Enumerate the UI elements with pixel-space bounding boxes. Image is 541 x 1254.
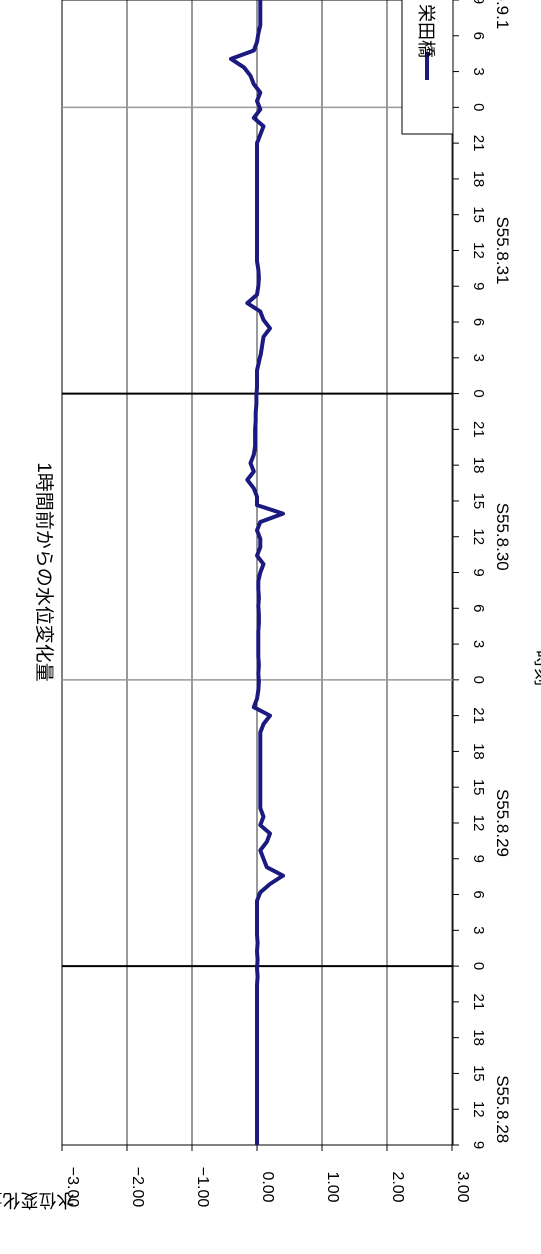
x-tick-label: 12 bbox=[470, 1101, 487, 1118]
y-tick-label: 0.00 bbox=[259, 1171, 276, 1202]
x-tick-label: 9 bbox=[470, 282, 487, 290]
x-tick-label: 9 bbox=[470, 0, 487, 4]
y-tick-label: 3.00 bbox=[454, 1171, 471, 1202]
x-tick-label: 6 bbox=[470, 32, 487, 40]
x-tick-label: 3 bbox=[470, 354, 487, 362]
time-axis-ticks: 9 12 15 18 21 0 3 6 9 12 15 18 21 0 3 6 9 12 15 18 21 0 3 6 9 12 1… bbox=[453, 0, 487, 1149]
x-tick-label: 3 bbox=[470, 67, 487, 75]
x-tick-label: 12 bbox=[470, 815, 487, 832]
x-tick-label: 9 bbox=[470, 568, 487, 576]
x-tick-label: 3 bbox=[470, 926, 487, 934]
y-tick-label: −3.00 bbox=[64, 1167, 81, 1208]
y-tick-label: −2.00 bbox=[129, 1167, 146, 1208]
x-tick-label: 0 bbox=[470, 962, 487, 970]
date-label: S55.8.29 bbox=[493, 789, 512, 857]
x-tick-label: 21 bbox=[470, 994, 487, 1011]
date-label: S55.8.30 bbox=[493, 503, 512, 571]
x-tick-label: 9 bbox=[470, 855, 487, 863]
series-line bbox=[229, 0, 285, 1145]
y-axis-title: 水位変化量(m) bbox=[0, 1190, 74, 1210]
x-tick-label: 18 bbox=[470, 457, 487, 474]
x-tick-label: 6 bbox=[470, 604, 487, 612]
x-tick-label: 12 bbox=[470, 242, 487, 259]
date-labels: S55.8.28 S55.8.29 S55.8.30 S55.8.31 S55.9.1 bbox=[493, 0, 512, 1143]
chart-title: 1時間前からの水位変化量 bbox=[33, 462, 55, 682]
x-tick-label: 3 bbox=[470, 640, 487, 648]
value-axis-ticks: 3.00 2.00 1.00 0.00 −1.00 −2.00 −3.00 bbox=[61, 1145, 471, 1208]
x-tick-label: 15 bbox=[470, 779, 487, 796]
date-label: S55.9.1 bbox=[493, 0, 512, 29]
legend: 栄田橋 bbox=[401, 0, 454, 135]
x-tick-label: 18 bbox=[470, 743, 487, 760]
y-tick-label: −1.00 bbox=[194, 1167, 211, 1208]
x-tick-label: 0 bbox=[470, 103, 487, 111]
x-tick-label: 15 bbox=[470, 1065, 487, 1082]
y-tick-label: 1.00 bbox=[324, 1171, 341, 1202]
x-tick-label: 6 bbox=[470, 318, 487, 326]
x-tick-label: 21 bbox=[470, 421, 487, 438]
date-label: S55.8.31 bbox=[493, 216, 512, 284]
x-tick-label: 21 bbox=[470, 135, 487, 152]
x-tick-label: 0 bbox=[470, 676, 487, 684]
x-tick-label: 12 bbox=[470, 528, 487, 545]
x-tick-label: 9 bbox=[470, 1141, 487, 1149]
x-tick-label: 18 bbox=[470, 171, 487, 188]
x-tick-label: 6 bbox=[470, 890, 487, 898]
y-tick-label: 2.00 bbox=[389, 1171, 406, 1202]
date-label: S55.8.28 bbox=[493, 1075, 512, 1143]
x-tick-label: 18 bbox=[470, 1029, 487, 1046]
x-tick-label: 15 bbox=[470, 206, 487, 223]
x-tick-label: 21 bbox=[470, 707, 487, 724]
x-tick-label: 15 bbox=[470, 493, 487, 510]
x-axis-title: 時刻 bbox=[532, 650, 541, 686]
x-tick-label: 0 bbox=[470, 389, 487, 397]
legend-label: 栄田橋 bbox=[416, 4, 436, 58]
